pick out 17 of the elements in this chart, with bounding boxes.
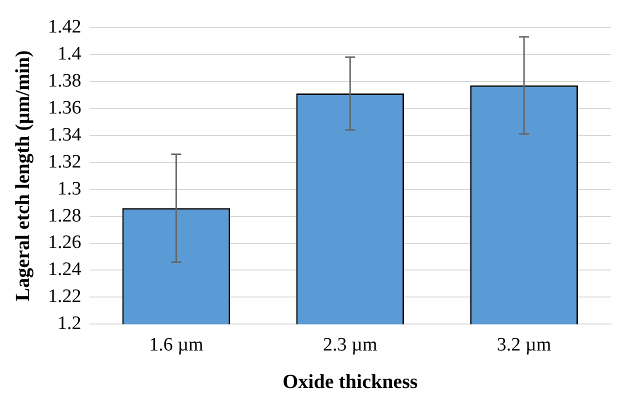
y-tick-label: 1.26 <box>48 232 82 254</box>
x-axis-title: Oxide thickness <box>282 371 418 394</box>
y-tick-label: 1.22 <box>48 286 82 308</box>
y-tick-label: 1.42 <box>48 16 82 38</box>
x-tick-label: 1.6 µm <box>149 334 204 356</box>
y-axis-title: Lageral etch length (µm/min) <box>12 50 34 302</box>
x-tick-label: 3.2 µm <box>496 334 552 356</box>
y-tick-label: 1.3 <box>58 178 82 200</box>
y-tick-label: 1.4 <box>58 43 82 64</box>
x-tick-label: 2.3 µm <box>323 334 378 356</box>
y-tick-label: 1.24 <box>48 259 82 280</box>
y-tick-label: 1.28 <box>48 205 82 226</box>
y-tick-label: 1.2 <box>58 313 82 334</box>
y-tick-label: 1.32 <box>48 151 82 172</box>
y-tick-label: 1.34 <box>48 124 82 146</box>
y-tick-label: 1.36 <box>48 97 82 118</box>
y-tick-label: 1.38 <box>48 70 82 92</box>
